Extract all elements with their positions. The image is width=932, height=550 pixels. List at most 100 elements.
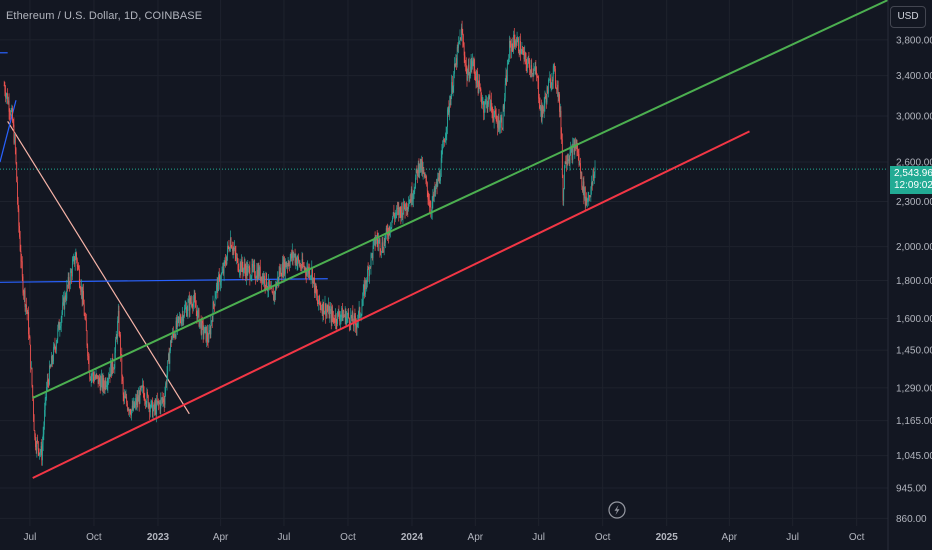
- candle-body: [581, 172, 583, 187]
- candle-body: [42, 434, 44, 444]
- candle-body: [530, 65, 532, 73]
- candle-body: [301, 259, 303, 269]
- candle-body: [462, 32, 464, 42]
- candle-body: [549, 78, 551, 80]
- candle-body: [470, 66, 471, 76]
- candle-body: [303, 266, 304, 267]
- candle-body: [80, 288, 82, 292]
- candle-body: [76, 259, 78, 267]
- diagonal-line[interactable]: [7, 121, 190, 415]
- candle-body: [486, 99, 487, 101]
- candle-body: [371, 253, 373, 259]
- blue-horizontal-line[interactable]: [0, 278, 328, 283]
- candle-body: [494, 109, 496, 116]
- candle-body: [360, 315, 361, 317]
- candle-body: [304, 267, 306, 270]
- candle-body: [417, 170, 418, 176]
- lightning-bolt-icon[interactable]: [608, 501, 626, 519]
- candle-body: [217, 281, 219, 292]
- candle-body: [313, 277, 315, 279]
- candle-body: [558, 94, 560, 98]
- candle-body: [94, 378, 96, 381]
- candle-body: [435, 182, 437, 188]
- candle-body: [194, 296, 196, 301]
- blue-diagonal-line[interactable]: [0, 100, 17, 163]
- candle-body: [260, 276, 262, 280]
- candle-body: [177, 317, 178, 327]
- candle-body: [344, 311, 346, 317]
- candle-body: [325, 303, 327, 316]
- candle-body: [219, 275, 221, 286]
- candle-body: [499, 120, 501, 128]
- candle-body: [324, 303, 326, 312]
- candle-body: [245, 265, 247, 278]
- candle-body: [231, 247, 233, 249]
- candle-body: [92, 372, 94, 377]
- candle-body: [117, 310, 119, 322]
- candle-body: [35, 446, 37, 451]
- currency-button[interactable]: USD: [890, 6, 926, 28]
- trend-drawings[interactable]: [0, 52, 328, 415]
- candle-body: [146, 392, 148, 404]
- candle-body: [435, 187, 437, 193]
- candle-body: [535, 67, 537, 72]
- candle-body: [261, 276, 263, 284]
- candle-body: [124, 395, 126, 398]
- candle-body: [543, 103, 545, 112]
- price-axis: 3,800.00 3,400.00 3,000.00 2,600.00 2,300.00…: [896, 35, 932, 525]
- candle-body: [135, 399, 137, 404]
- candle-body: [14, 136, 16, 143]
- candle-body: [559, 94, 560, 112]
- candle-body: [321, 308, 323, 315]
- candle-body: [574, 144, 576, 152]
- candle-body: [252, 264, 254, 268]
- candle-body: [586, 198, 588, 203]
- candle-body: [568, 158, 570, 164]
- candle-body: [206, 331, 208, 342]
- candle-body: [156, 400, 157, 415]
- candle-body: [108, 374, 110, 379]
- candle-body: [472, 61, 473, 67]
- green-trendline[interactable]: [32, 0, 889, 399]
- candle-body: [400, 210, 402, 218]
- candle-body: [587, 199, 589, 201]
- candle-body: [10, 110, 12, 116]
- candle-body: [502, 128, 503, 130]
- trend-drawings-front[interactable]: [32, 0, 889, 479]
- price-tick-label: 1,450.00: [896, 346, 932, 357]
- candle-body: [204, 326, 206, 328]
- price-tick-label: 2,600.00: [896, 158, 932, 169]
- candle-body: [61, 311, 63, 318]
- candle-body: [332, 317, 334, 319]
- candle-body: [447, 106, 449, 110]
- candle-body: [125, 397, 127, 398]
- candle-body: [18, 208, 20, 226]
- candle-body: [308, 268, 310, 274]
- candle-body: [513, 34, 515, 41]
- candle-body: [448, 106, 450, 113]
- red-trendline[interactable]: [32, 130, 750, 479]
- candle-body: [204, 327, 206, 333]
- price-axis-panel[interactable]: [888, 0, 932, 550]
- candle-body: [452, 86, 454, 93]
- candle-body: [252, 263, 254, 268]
- candle-body: [87, 356, 89, 357]
- candle-body: [271, 287, 272, 289]
- candle-body: [174, 335, 176, 338]
- candle-body: [136, 399, 137, 405]
- candle-body: [23, 290, 25, 295]
- candle-body: [364, 280, 366, 295]
- candle-body: [261, 276, 263, 284]
- candle-body: [577, 150, 579, 153]
- candle-body: [111, 358, 113, 376]
- candle-body: [552, 79, 553, 82]
- candle-body: [506, 63, 508, 82]
- candle-body: [540, 106, 542, 110]
- candle-body: [511, 43, 513, 46]
- candle-body: [27, 312, 29, 314]
- candle-body: [65, 295, 66, 300]
- candle-body: [483, 108, 485, 113]
- candle-body: [410, 199, 411, 203]
- candle-body: [208, 332, 210, 343]
